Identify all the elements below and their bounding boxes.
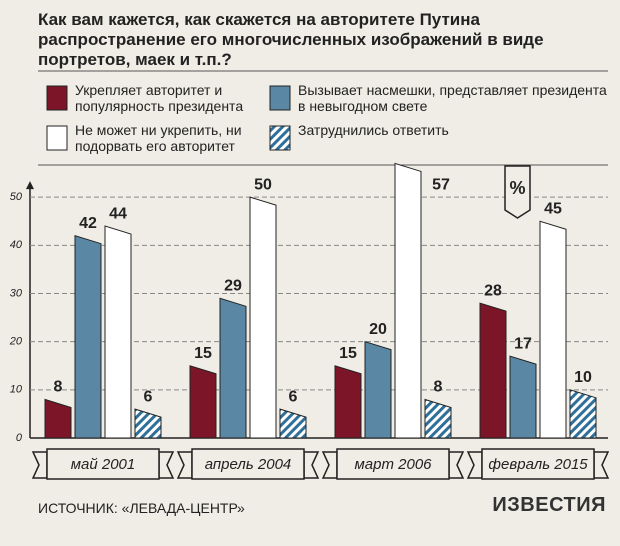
annotation: % <box>509 178 525 198</box>
bar <box>279 408 307 439</box>
value-label: 42 <box>79 215 97 232</box>
legend-swatch <box>269 125 291 151</box>
source: ИСТОЧНИК: «ЛЕВАДА-ЦЕНТР» <box>38 500 245 516</box>
value-label: 44 <box>109 205 127 222</box>
value-label: 45 <box>544 200 562 217</box>
bar <box>334 365 362 439</box>
value-label: 6 <box>289 388 298 405</box>
bar <box>189 365 217 439</box>
legend-label: Не может ни укрепить, ни подорвать его а… <box>75 122 242 154</box>
y-tick-label: 20 <box>9 336 23 348</box>
bar <box>104 225 132 439</box>
value-label: 29 <box>224 278 242 295</box>
category-banner <box>191 448 305 480</box>
bar <box>479 302 507 439</box>
bar <box>219 297 247 439</box>
bar <box>134 408 162 439</box>
axis-arrow <box>26 181 34 190</box>
bar <box>44 398 72 439</box>
value-label: 57 <box>432 177 450 194</box>
category-banner <box>46 448 160 480</box>
bar <box>249 196 277 439</box>
legend-swatch <box>46 85 68 111</box>
x-tick-label: май 2001 <box>71 456 136 473</box>
value-label: 50 <box>254 176 272 193</box>
legend-label: Укрепляет авторитет и популярность прези… <box>75 82 244 114</box>
bar <box>509 355 537 439</box>
y-tick-label: 10 <box>10 384 23 396</box>
y-tick-label: 40 <box>10 239 23 251</box>
legend-label: Вызывает насмешки, представляет президен… <box>298 82 607 114</box>
x-tick-label: февраль 2015 <box>488 456 588 473</box>
category-banner <box>481 448 595 480</box>
legend-label: Затруднились ответить <box>298 122 449 138</box>
y-tick-label: 0 <box>16 432 23 444</box>
bar <box>74 235 102 439</box>
bar <box>394 162 422 439</box>
value-label: 8 <box>434 379 443 396</box>
bar <box>364 340 392 439</box>
value-label: 17 <box>514 335 532 352</box>
legend-swatch <box>269 85 291 111</box>
y-tick-label: 50 <box>10 191 23 203</box>
chart-title: Как вам кажется, как скажется на авторит… <box>38 10 544 69</box>
value-label: 8 <box>54 379 63 396</box>
annotation-box <box>504 165 531 219</box>
value-label: 20 <box>369 321 387 338</box>
x-tick-label: март 2006 <box>355 456 433 473</box>
logo: ИЗВЕСТИЯ <box>492 494 606 516</box>
value-label: 6 <box>144 388 153 405</box>
value-label: 15 <box>339 345 357 362</box>
category-banner <box>336 448 450 480</box>
x-tick-label: апрель 2004 <box>205 456 292 473</box>
legend-swatch <box>46 125 68 151</box>
bar <box>539 220 567 439</box>
value-label: 28 <box>484 282 502 299</box>
value-label: 10 <box>574 369 592 386</box>
bar <box>424 398 452 439</box>
y-tick-label: 30 <box>10 287 23 299</box>
bar <box>569 389 597 439</box>
value-label: 15 <box>194 345 212 362</box>
